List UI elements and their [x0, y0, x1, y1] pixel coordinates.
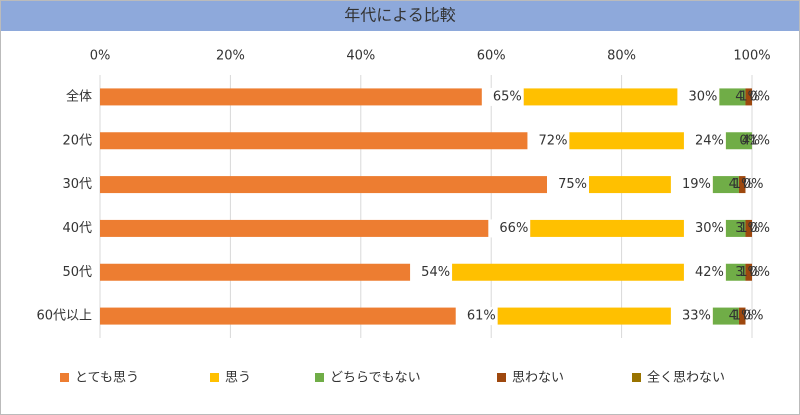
bar-segment [745, 88, 752, 106]
bar-segment [100, 176, 589, 194]
legend-swatch [210, 373, 219, 382]
data-label: 3 [735, 265, 743, 280]
data-label: 42% [695, 265, 724, 280]
y-tick-label: 40代 [62, 221, 92, 236]
bar-segment [712, 176, 739, 194]
data-label: 0% [743, 309, 764, 324]
legend-label: 思わない [512, 371, 564, 386]
x-tick-label: 100% [733, 49, 770, 64]
data-label: 4 [729, 177, 737, 192]
y-tick-label: 全体 [66, 88, 92, 104]
label-bg [670, 175, 713, 194]
data-label: 1% [739, 221, 760, 236]
data-label: 1% [739, 265, 760, 280]
label-bg [455, 307, 498, 326]
bar-segment [712, 307, 739, 325]
data-label: 66% [499, 221, 528, 236]
bar-segment [725, 132, 752, 150]
data-label: 30% [695, 221, 724, 236]
legend-label: とても思う [75, 371, 139, 386]
bar-segment [530, 219, 726, 237]
x-tick-label: 60% [477, 49, 506, 64]
bar-segment [497, 307, 713, 325]
legend-swatch [632, 373, 641, 382]
y-tick-label: 30代 [62, 177, 92, 192]
x-tick-label: 80% [607, 49, 636, 64]
data-label: 19% [682, 177, 711, 192]
bar-segment [100, 307, 498, 325]
data-label: 3 [735, 221, 743, 236]
data-label: 0% [749, 89, 770, 104]
bar-segment [738, 176, 746, 194]
data-label: 33% [682, 309, 711, 324]
label-bg [683, 219, 726, 238]
legend-label: どちらでもない [330, 371, 421, 386]
legend-label: 全く思わない [647, 370, 725, 386]
data-label: 0% [749, 265, 770, 280]
label-bg [677, 87, 720, 106]
legend-label: 思う [225, 371, 251, 386]
data-label: 1% [733, 177, 754, 192]
label-bg [527, 131, 570, 150]
y-tick-label: 20代 [62, 133, 92, 148]
bar-segment [719, 88, 746, 106]
data-label: 24% [695, 133, 724, 148]
legend-swatch [315, 373, 324, 382]
bar-segment [738, 307, 746, 325]
data-label: 75% [558, 177, 587, 192]
title-band [1, 1, 799, 31]
chart-title: 年代による比較 [344, 6, 456, 25]
bar-segment [523, 88, 720, 106]
data-label: 1% [733, 309, 754, 324]
data-label: 54% [421, 265, 450, 280]
x-tick-label: 40% [346, 49, 375, 64]
legend-swatch [497, 373, 506, 382]
plot: 0% 20% 40% 60% 80% 100%全体 65% 30% 41%0%20代 72% 24%… [36, 49, 771, 338]
label-bg [481, 87, 524, 106]
bar-segment [725, 263, 746, 281]
data-label: 1% [739, 89, 760, 104]
data-label: 4 [729, 309, 737, 324]
x-tick-label: 0% [90, 49, 111, 64]
bar-segment [725, 219, 746, 237]
y-tick-label: 60代以上 [36, 309, 92, 324]
data-label: 4 [735, 89, 743, 104]
label-bg [547, 175, 589, 194]
label-bg [670, 307, 713, 326]
bar-segment [452, 263, 726, 281]
x-tick-label: 20% [216, 49, 245, 64]
data-label: 1% [749, 133, 770, 148]
data-label: 61% [467, 309, 496, 324]
bar-segment [745, 219, 752, 237]
data-label: 0% [749, 221, 770, 236]
data-label: 72% [539, 133, 568, 148]
data-label: 65% [493, 89, 522, 104]
bar-segment [100, 88, 524, 106]
label-bg [488, 219, 531, 238]
label-bg [410, 263, 453, 282]
bar-segment [100, 132, 570, 150]
bar-segment [745, 263, 752, 281]
label-bg [683, 131, 726, 150]
data-label: 0% [743, 177, 764, 192]
data-label: 4 [742, 133, 750, 148]
y-tick-label: 50代 [62, 265, 92, 280]
label-bg [683, 263, 726, 282]
legend-swatch [60, 373, 69, 382]
bar-segment [100, 263, 453, 281]
data-label: 30% [688, 89, 717, 104]
data-label: 0% [739, 133, 760, 148]
bar-segment [100, 219, 531, 237]
